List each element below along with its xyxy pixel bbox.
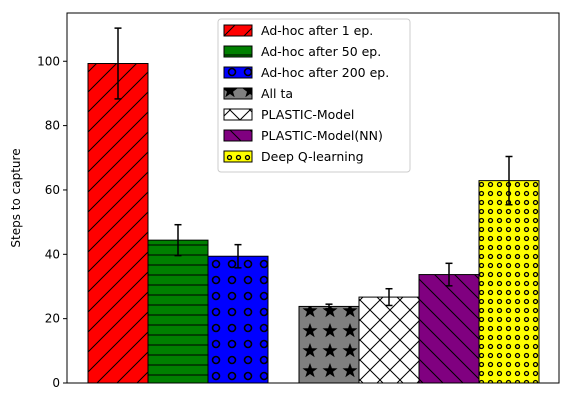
bar-hatch-1 — [147, 239, 209, 384]
legend-label-0: Ad-hoc after 1 ep. — [261, 23, 373, 38]
legend-item-2: Ad-hoc after 200 ep. — [223, 65, 389, 80]
legend-swatch-hatch-6 — [223, 150, 253, 163]
bar-hatch-2 — [207, 255, 269, 384]
legend-item-6: Deep Q-learning — [223, 149, 364, 164]
legend-item-0: Ad-hoc after 1 ep. — [223, 23, 373, 38]
legend-swatch-hatch-5 — [223, 129, 253, 142]
legend-swatch-hatch-0 — [223, 24, 253, 37]
bar-hatch-6 — [478, 180, 540, 384]
bar-hatch-4 — [358, 296, 420, 384]
y-tick-label-3: 60 — [45, 183, 60, 197]
legend-swatch-hatch-4 — [223, 108, 253, 121]
error-bar-2 — [234, 243, 242, 269]
legend-label-5: PLASTIC-Model(NN) — [261, 128, 383, 143]
y-tick-label-2: 40 — [45, 247, 60, 261]
legend-label-2: Ad-hoc after 200 ep. — [261, 65, 389, 80]
bar-hatch-0 — [87, 63, 149, 384]
legend-label-4: PLASTIC-Model — [261, 107, 354, 122]
y-axis-label: Steps to capture — [9, 148, 23, 247]
legend-item-1: Ad-hoc after 50 ep. — [223, 44, 381, 59]
error-bar-3 — [325, 303, 333, 310]
legend-swatch-hatch-3 — [223, 87, 253, 100]
legend-swatch-hatch-2 — [223, 66, 253, 79]
legend: Ad-hoc after 1 ep. Ad-hoc after 50 ep. Ad-… — [217, 18, 411, 173]
error-bar-6 — [505, 155, 513, 206]
y-tick-label-5: 100 — [37, 54, 60, 68]
axes-layer: 0 20 40 60 80 100 Steps to capture — [9, 12, 560, 390]
legend-box — [217, 18, 411, 173]
legend-label-3: All ta — [261, 86, 293, 101]
plot-frame — [66, 12, 560, 384]
error-bar-0 — [114, 27, 122, 100]
legend-label-1: Ad-hoc after 50 ep. — [261, 44, 381, 59]
y-tick-label-0: 0 — [52, 376, 60, 390]
y-tick-label-4: 80 — [45, 119, 60, 133]
legend-item-5: PLASTIC-Model(NN) — [223, 128, 383, 143]
error-bar-4 — [385, 287, 393, 307]
legend-item-3: All ta — [223, 86, 293, 101]
legend-label-6: Deep Q-learning — [261, 149, 364, 164]
y-tick-label-1: 20 — [45, 312, 60, 326]
error-bar-5 — [445, 262, 453, 287]
bar-hatch-5 — [418, 274, 480, 384]
bars-layer — [87, 27, 540, 384]
bar-hatch-3 — [298, 305, 360, 384]
legend-swatch-hatch-1 — [223, 45, 253, 58]
error-bar-1 — [174, 223, 182, 257]
legend-item-4: PLASTIC-Model — [223, 107, 354, 122]
